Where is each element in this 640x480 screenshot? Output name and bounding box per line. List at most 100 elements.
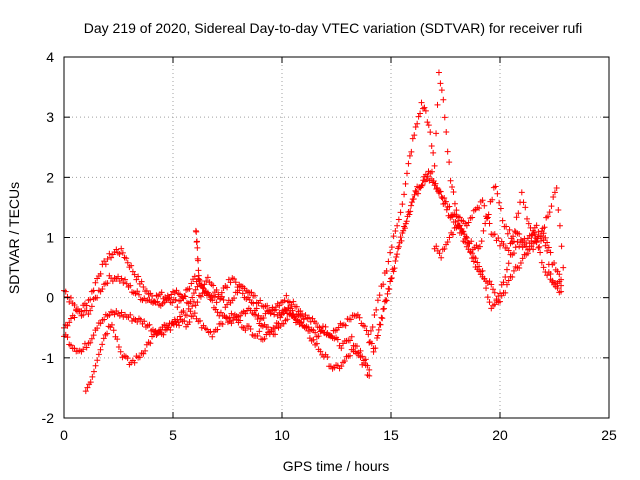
data-point [497,298,503,305]
data-point [80,346,87,353]
data-point [424,173,431,180]
data-point [546,209,553,216]
data-point [424,119,431,126]
data-point [248,289,255,296]
data-point [486,299,493,306]
data-point [280,320,287,327]
data-point [434,101,441,108]
data-point [197,278,204,285]
data-point [272,331,279,338]
data-point [133,276,140,283]
data-point [476,205,483,212]
data-point [479,197,486,204]
data-point [544,239,551,246]
data-point [390,268,397,275]
data-point [384,290,391,297]
data-point [197,293,204,300]
data-point [524,215,531,222]
data-point [205,291,212,298]
data-point [418,182,425,189]
data-point [462,239,469,246]
data-point [412,187,419,194]
series-track-e [366,69,565,346]
data-point [199,284,206,291]
data-point [195,257,202,264]
x-tick-label: 20 [492,427,508,443]
data-point [394,245,401,252]
data-point [183,312,190,319]
data-point [272,325,279,332]
data-point [390,233,397,240]
data-point [203,278,210,285]
data-point [283,292,290,299]
data-point [138,278,145,285]
data-point [455,222,462,229]
data-point [376,292,383,299]
data-point [100,335,107,342]
data-point [542,234,549,241]
data-point [486,220,493,227]
data-point [537,237,544,244]
data-point [542,242,549,249]
data-point [528,243,535,250]
data-point [88,335,95,342]
data-point [491,289,498,296]
data-point [213,286,220,293]
data-point [140,284,147,291]
data-point [440,96,447,103]
data-point [313,340,320,347]
data-point [285,304,292,311]
data-point [189,303,196,310]
data-point [397,209,404,216]
data-point [293,303,300,310]
data-point [251,292,258,299]
data-point [453,207,460,214]
data-point [449,183,456,190]
data-point [165,295,172,302]
data-point [491,301,498,308]
data-point [554,285,561,292]
data-point [171,316,178,323]
x-tick-label: 5 [169,427,177,443]
data-point [116,312,123,319]
data-point [399,201,406,208]
data-point [452,218,459,225]
data-point [187,308,194,315]
data-point [513,214,520,221]
data-point [341,358,348,365]
data-point [502,289,509,296]
data-point [71,314,78,321]
data-point [516,265,523,272]
data-point [414,120,421,127]
data-point [484,214,491,221]
data-point [128,262,135,269]
data-point [87,379,94,386]
data-point [224,301,231,308]
data-point [190,313,197,320]
data-points [61,69,567,395]
data-point [453,212,460,219]
data-point [547,249,554,256]
data-point [134,318,141,325]
data-point [204,274,211,281]
data-point [392,257,399,264]
data-point [119,249,126,256]
data-point [97,320,104,327]
data-point [90,332,97,339]
data-point [109,278,116,285]
data-point [443,129,450,136]
data-point [124,259,131,266]
data-point [220,297,227,304]
data-point [158,289,165,296]
data-point [536,243,543,250]
data-point [264,302,271,309]
data-point [113,246,120,253]
data-point [486,278,493,285]
data-point [166,294,173,301]
data-point [313,320,320,327]
data-point [88,303,95,310]
chart-title: Day 219 of 2020, Sidereal Day-to-day VTE… [84,20,583,36]
data-point [478,238,485,245]
data-point [479,267,486,274]
data-point [444,148,451,155]
